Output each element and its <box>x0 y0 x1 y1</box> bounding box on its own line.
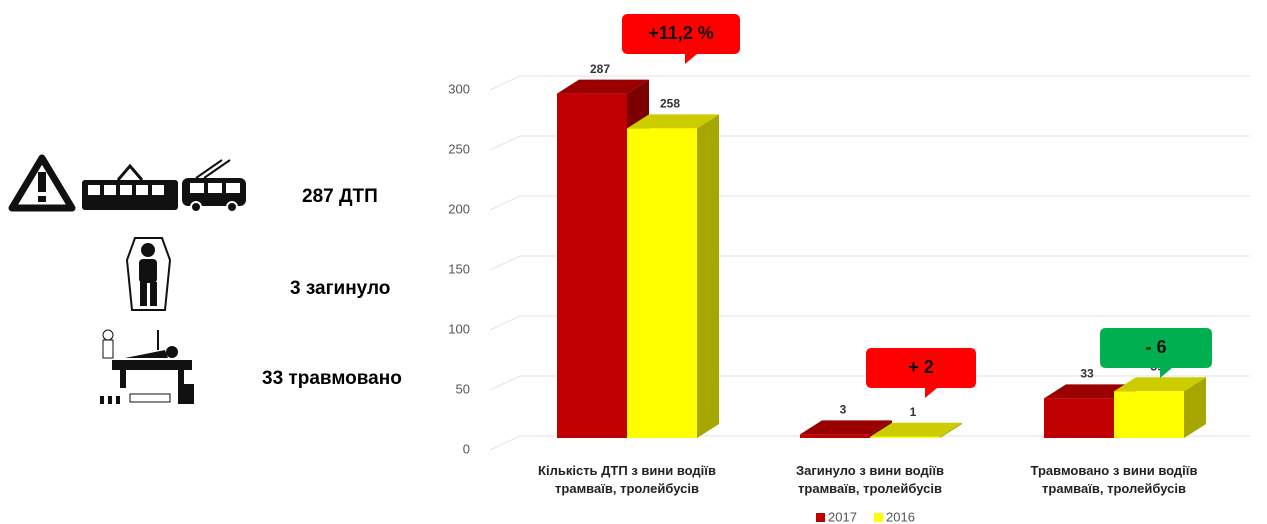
y-tick-label: 0 <box>463 441 470 456</box>
grid-line <box>489 375 1250 391</box>
y-tick-label: 200 <box>448 201 470 216</box>
callout-text: - 6 <box>1145 337 1166 357</box>
legend-swatch <box>874 513 883 522</box>
bar-top <box>800 420 892 435</box>
bar-front <box>800 434 870 438</box>
bar <box>1114 377 1206 438</box>
bar-top <box>870 422 962 437</box>
y-tick-label: 100 <box>448 321 470 336</box>
value-label: 258 <box>660 97 680 111</box>
y-tick-label: 300 <box>448 81 470 96</box>
value-label: 33 <box>1080 367 1094 381</box>
grid-line <box>489 435 1250 451</box>
grid-line <box>489 195 1250 211</box>
legend-swatch <box>816 513 825 522</box>
bar-front <box>557 93 627 438</box>
bar-top <box>1044 384 1136 399</box>
bar-top <box>627 114 719 129</box>
bar-side <box>940 422 962 438</box>
callout-box <box>1100 328 1212 378</box>
grid-line <box>489 315 1250 331</box>
value-label: 1 <box>910 405 917 419</box>
stat: 33 травмовано <box>262 368 402 389</box>
grid-line <box>489 135 1250 151</box>
grid-line <box>489 75 1250 91</box>
y-tick-label: 50 <box>456 381 470 396</box>
legend-label: 2017 <box>828 509 857 524</box>
callout: +11,2 % <box>622 14 740 64</box>
y-tick-label: 250 <box>448 141 470 156</box>
grid-line <box>489 255 1250 271</box>
bar-front <box>1114 391 1184 438</box>
stat: 3 загинуло <box>290 278 391 299</box>
bar-front <box>870 436 940 438</box>
callout-box <box>866 348 976 398</box>
bar <box>870 422 962 438</box>
x-tick-label: Травмовано з вини водіїв трамваїв, троле… <box>1030 463 1198 496</box>
callout-box <box>622 14 740 64</box>
callout-text: + 2 <box>908 357 934 377</box>
callout: - 6 <box>1100 328 1212 378</box>
bar <box>627 114 719 439</box>
icons <box>8 154 246 404</box>
callout-text: +11,2 % <box>648 23 714 43</box>
legend-label: 2016 <box>886 509 915 524</box>
bar-front <box>627 128 697 438</box>
y-tick-label: 150 <box>448 261 470 276</box>
bar-side <box>697 114 719 439</box>
x-tick-label: Кількість ДТП з вини водіїв трамваїв, тр… <box>538 463 716 496</box>
bar-top <box>1114 377 1206 392</box>
value-label: 3 <box>840 403 847 417</box>
bar-top <box>557 79 649 94</box>
stat: 287 ДТП <box>302 186 378 207</box>
callout: + 2 <box>866 348 976 398</box>
bar-front <box>1044 398 1114 438</box>
value-label: 287 <box>590 62 610 76</box>
x-tick-label: Загинуло з вини водіїв трамваїв, тролейб… <box>796 463 944 496</box>
bar-side <box>1184 377 1206 438</box>
